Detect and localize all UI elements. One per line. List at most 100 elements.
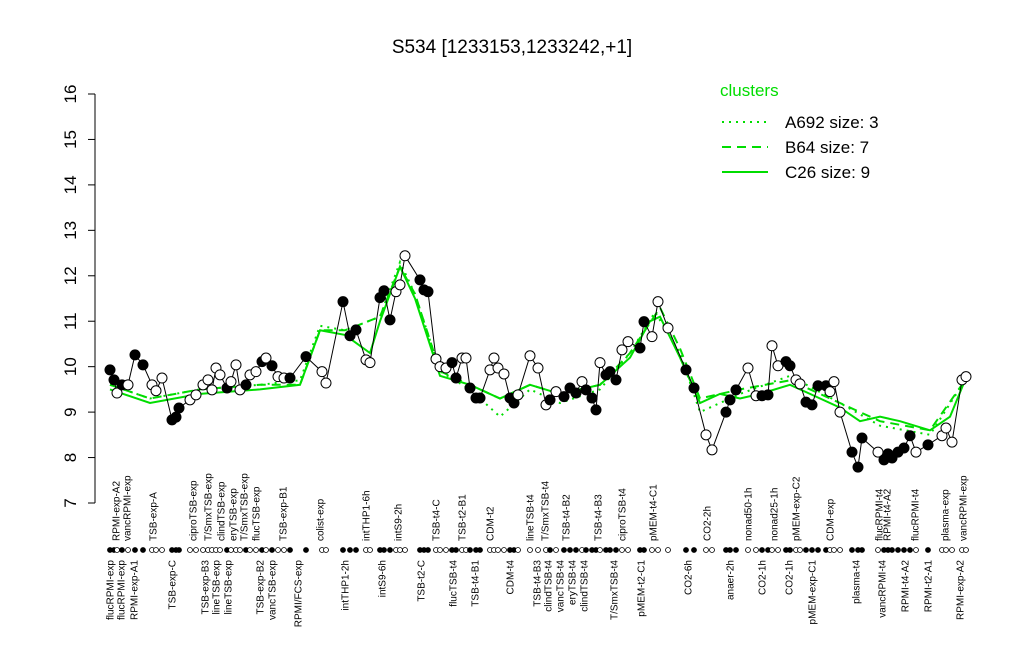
x-tick-label: TSB-t4-B1 (471, 560, 482, 607)
data-point (488, 352, 500, 364)
data-point (904, 430, 916, 442)
data-point (622, 336, 634, 348)
sample-dot (547, 547, 553, 553)
data-point (730, 384, 742, 396)
sample-dot (237, 547, 243, 553)
sample-dot (159, 547, 165, 553)
data-point (225, 376, 237, 388)
data-point (364, 357, 376, 369)
x-tick-label: TSB-t4-B2 (562, 494, 573, 541)
data-point (646, 331, 658, 343)
y-tick-label: 14 (61, 175, 80, 194)
data-point (190, 389, 202, 401)
data-point (940, 422, 952, 434)
x-tick-label: T/SmxTSB-exp (204, 473, 215, 541)
legend-label: A692 size: 3 (785, 113, 879, 132)
data-point (706, 444, 718, 456)
x-tick-label: TSB-exp-B3 (201, 560, 212, 615)
y-tick-label: 7 (61, 498, 80, 507)
x-tick-label: TSB-t4-C (432, 499, 443, 541)
x-tick-label: TSB-exp-B1 (279, 486, 290, 541)
sample-dot (125, 547, 131, 553)
data-point (610, 374, 622, 386)
sample-dot (803, 547, 809, 553)
data-point (922, 439, 934, 451)
sample-dot (583, 547, 589, 553)
sample-dot (397, 547, 403, 553)
sample-dot (625, 547, 631, 553)
x-tick-label: colist-exp (316, 498, 327, 541)
sample-dot (759, 547, 765, 553)
sample-dot (402, 547, 408, 553)
x-tick-label: lineTSB-t4 (526, 494, 537, 541)
sample-dot (649, 547, 655, 553)
sample-dot (573, 547, 579, 553)
x-tick-label: CDM-exp (826, 498, 837, 541)
data-point (266, 360, 278, 372)
data-point (590, 404, 602, 416)
x-tick-label: RPMI-t4-A2 (901, 560, 912, 613)
data-point (680, 364, 692, 376)
sample-dot (247, 547, 253, 553)
data-point (570, 387, 582, 399)
data-point (794, 378, 806, 390)
sample-dot (733, 547, 739, 553)
sample-dot (597, 547, 603, 553)
x-tick-label: intTHP1-6h (362, 490, 373, 541)
data-point (720, 406, 732, 418)
sample-dot (217, 547, 223, 553)
x-tick-label: TSB-exp-A (149, 492, 160, 541)
sample-dot (453, 547, 459, 553)
sample-dot (613, 547, 619, 553)
x-tick-label: ciproTSB-t4 (618, 488, 629, 541)
sample-dot (859, 547, 865, 553)
x-tick-label: flucRPMI-exp (106, 560, 117, 620)
legend-label: B64 size: 7 (785, 138, 869, 157)
data-point (316, 366, 328, 378)
sample-dot (387, 547, 393, 553)
sample-dot (709, 547, 715, 553)
sample-dot (809, 547, 815, 553)
sample-dot (943, 547, 949, 553)
sample-dot (691, 547, 697, 553)
data-point (762, 389, 774, 401)
x-tick-label: vancTSB-exp (268, 560, 279, 620)
data-point (414, 274, 426, 286)
sample-dot (443, 547, 449, 553)
x-tick-label: TSB-t4-B3 (594, 494, 605, 541)
x-tick-label: intS9-6h (378, 560, 389, 597)
data-point (337, 296, 349, 308)
sample-dot (787, 547, 793, 553)
sample-dot (641, 547, 647, 553)
x-tick-label: T/SmxTSB-exp (240, 473, 251, 541)
x-tick-label: flucRPMI-t4 (875, 488, 886, 541)
x-tick-label: vancRPMI-exp (959, 475, 970, 541)
data-point (766, 340, 778, 352)
sample-dot (367, 547, 373, 553)
data-point (474, 392, 486, 404)
sample-dot (925, 547, 931, 553)
sample-dot (381, 547, 387, 553)
x-tick-label: CO2-1h (785, 560, 796, 595)
data-point (688, 382, 700, 394)
y-tick-label: 13 (61, 221, 80, 240)
data-point (206, 384, 218, 396)
sample-dot (703, 547, 709, 553)
data-point (806, 399, 818, 411)
sample-dot (527, 547, 533, 553)
x-tick-label: eryTSB-exp (229, 488, 240, 541)
sample-dot (949, 547, 955, 553)
data-point (394, 279, 406, 291)
x-tick-label: flucTSB-exp (252, 486, 263, 541)
data-point (544, 394, 556, 406)
x-tick-label: RPMI/FCS-exp (294, 560, 305, 628)
x-tick-label: CO2-2h (703, 506, 714, 541)
x-tick-label: T/SmxTSB-t4 (541, 481, 552, 541)
data-point (250, 366, 262, 378)
sample-dot (263, 547, 269, 553)
sample-dot (477, 547, 483, 553)
data-point (422, 286, 434, 298)
data-point (742, 362, 754, 374)
sample-dot (114, 547, 120, 553)
sample-dot (200, 547, 206, 553)
